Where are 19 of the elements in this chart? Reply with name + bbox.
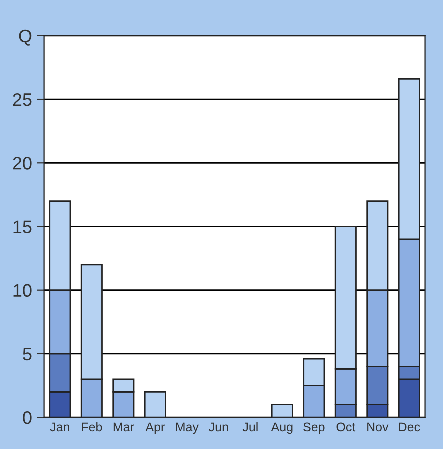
y-tick-label: 5 [23, 348, 32, 361]
y-tick-label: 25 [13, 93, 32, 106]
y-tick-label: 20 [13, 157, 32, 170]
x-tick-label: Jan [50, 422, 70, 432]
x-tick-label: Nov [368, 422, 389, 432]
x-tick-label: Mar [114, 422, 134, 432]
x-tick-label: Apr [146, 422, 165, 434]
y-tick-label: 0 [23, 412, 32, 424]
x-tick-label: Feb [82, 422, 102, 432]
x-tick-label: Jul [242, 422, 258, 432]
x-tick-label: Jun [209, 422, 228, 432]
x-tick-label: May [176, 422, 199, 434]
x-tick-label: Aug [271, 422, 293, 434]
y-tick-label: Q [19, 30, 32, 46]
y-tick-label: 10 [14, 284, 32, 298]
x-tick-label: Sep [304, 422, 325, 434]
x-tick-label: Dec [399, 422, 420, 432]
x-tick-label: Oct [336, 422, 356, 432]
y-tick-label: 15 [14, 220, 32, 234]
